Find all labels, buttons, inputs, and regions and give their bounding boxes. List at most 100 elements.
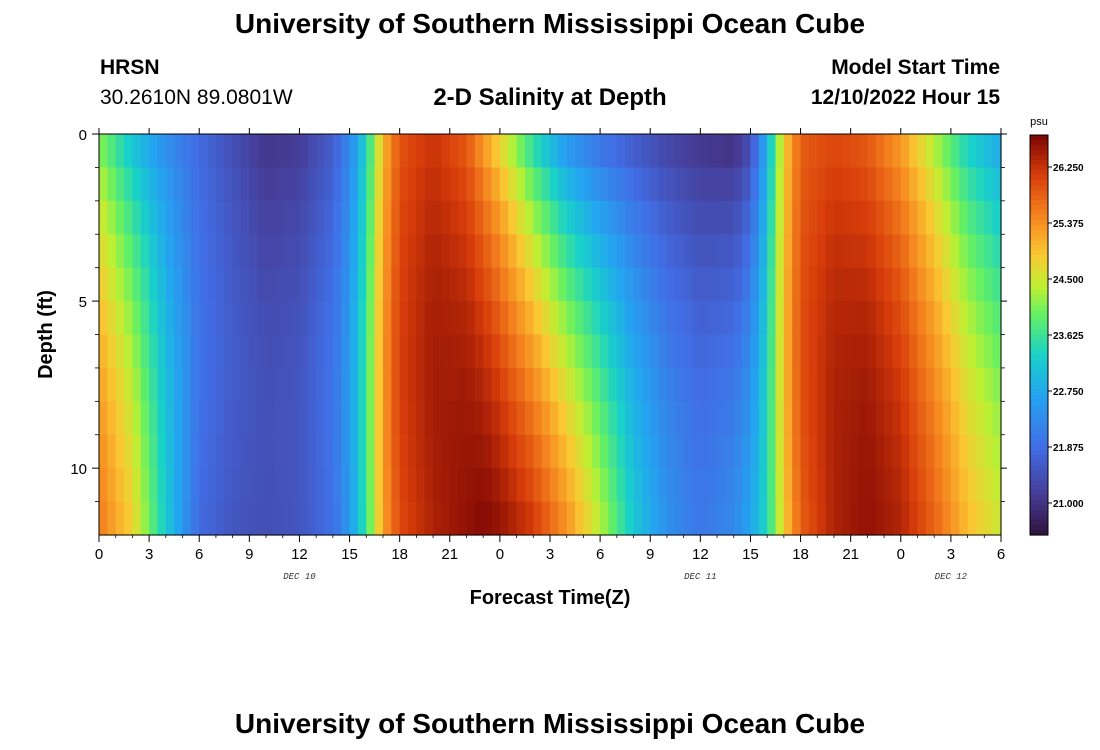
heatmap-cell	[867, 334, 877, 369]
heatmap-cell	[349, 200, 359, 235]
heatmap-cell	[967, 401, 977, 436]
heatmap-cell	[608, 267, 618, 302]
colorbar-segment	[1030, 220, 1048, 226]
heatmap-cell	[675, 401, 685, 436]
heatmap-cell	[650, 200, 660, 235]
heatmap-cell	[850, 401, 860, 436]
heatmap-cell	[867, 167, 877, 202]
heatmap-cell	[800, 367, 810, 402]
heatmap-cell	[859, 334, 868, 369]
heatmap-cell	[641, 234, 651, 269]
heatmap-cell	[875, 234, 885, 269]
colorbar-segment	[1030, 250, 1048, 256]
x-tick-label: 12	[291, 546, 308, 563]
heatmap-cell	[324, 134, 334, 169]
heatmap-cell	[616, 267, 626, 302]
heatmap-cell	[366, 234, 376, 269]
heatmap-cell	[850, 468, 860, 503]
heatmap-cell	[190, 367, 200, 402]
heatmap-cell	[257, 334, 267, 369]
heatmap-cell	[967, 334, 977, 369]
heatmap-cell	[892, 501, 902, 536]
heatmap-cell	[182, 501, 192, 536]
heatmap-cell	[942, 301, 952, 336]
heatmap-cell	[792, 167, 802, 202]
heatmap-cell	[591, 134, 601, 169]
heatmap-cell	[282, 234, 292, 269]
heatmap-cell	[474, 401, 484, 436]
heatmap-cell	[942, 501, 952, 536]
heatmap-cell	[975, 501, 985, 536]
heatmap-cell	[266, 501, 275, 536]
heatmap-cell	[842, 468, 852, 503]
heatmap-cell	[550, 367, 559, 402]
heatmap-cell	[107, 501, 117, 536]
heatmap-cell	[416, 367, 426, 402]
heatmap-cell	[416, 301, 426, 336]
heatmap-cell	[850, 234, 860, 269]
heatmap-cell	[291, 234, 301, 269]
heatmap-cell	[266, 267, 275, 302]
heatmap-cell	[107, 267, 117, 302]
heatmap-cell	[190, 267, 200, 302]
heatmap-cell	[550, 267, 559, 302]
heatmap-cell	[884, 501, 894, 536]
heatmap-cell	[399, 200, 409, 235]
y-tick-label: 0	[79, 127, 87, 144]
heatmap-cell	[332, 468, 342, 503]
colorbar-segment	[1030, 470, 1048, 476]
heatmap-cell	[967, 434, 977, 469]
heatmap-cell	[466, 367, 476, 402]
heatmap-cell	[892, 434, 902, 469]
heatmap-cell	[616, 434, 626, 469]
heatmap-cell	[274, 434, 284, 469]
heatmap-cell	[349, 334, 359, 369]
heatmap-cell	[408, 134, 417, 169]
heatmap-cell	[224, 334, 234, 369]
heatmap-cell	[391, 434, 401, 469]
heatmap-cell	[115, 334, 125, 369]
heatmap-cell	[399, 301, 409, 336]
heatmap-cell	[942, 167, 952, 202]
heatmap-cell	[984, 167, 994, 202]
heatmap-cell	[499, 468, 509, 503]
heatmap-cell	[174, 334, 184, 369]
heatmap-cell	[524, 267, 534, 302]
heatmap-cell	[366, 334, 376, 369]
heatmap-cell	[733, 434, 743, 469]
heatmap-cell	[842, 401, 852, 436]
heatmap-cell	[583, 434, 593, 469]
heatmap-cell	[341, 468, 351, 503]
heatmap-cell	[800, 167, 810, 202]
colorbar-segment	[1030, 360, 1048, 366]
heatmap-cell	[107, 334, 117, 369]
heatmap-cell	[575, 334, 585, 369]
heatmap-cell	[124, 501, 134, 536]
heatmap-cell	[984, 234, 994, 269]
colorbar-segment	[1030, 325, 1048, 331]
heatmap-cell	[691, 167, 701, 202]
heatmap-cell	[508, 234, 518, 269]
heatmap-cell	[165, 434, 175, 469]
heatmap-cell	[458, 367, 468, 402]
heatmap-cell	[157, 401, 167, 436]
heatmap-cell	[850, 267, 860, 302]
heatmap-cell	[307, 401, 317, 436]
heatmap-cell	[307, 334, 317, 369]
heatmap-cell	[307, 134, 317, 169]
heatmap-cell	[925, 267, 935, 302]
heatmap-cell	[666, 267, 676, 302]
heatmap-cell	[758, 434, 768, 469]
heatmap-cell	[691, 434, 701, 469]
heatmap-cell	[783, 301, 793, 336]
heatmap-cell	[917, 167, 927, 202]
heatmap-cell	[508, 401, 518, 436]
heatmap-cell	[658, 334, 668, 369]
heatmap-cell	[691, 468, 701, 503]
heatmap-cell	[975, 301, 985, 336]
heatmap-cell	[591, 501, 601, 536]
heatmap-cell	[499, 434, 509, 469]
heatmap-cell	[708, 200, 718, 235]
heatmap-cell	[967, 301, 977, 336]
heatmap-cell	[658, 134, 668, 169]
